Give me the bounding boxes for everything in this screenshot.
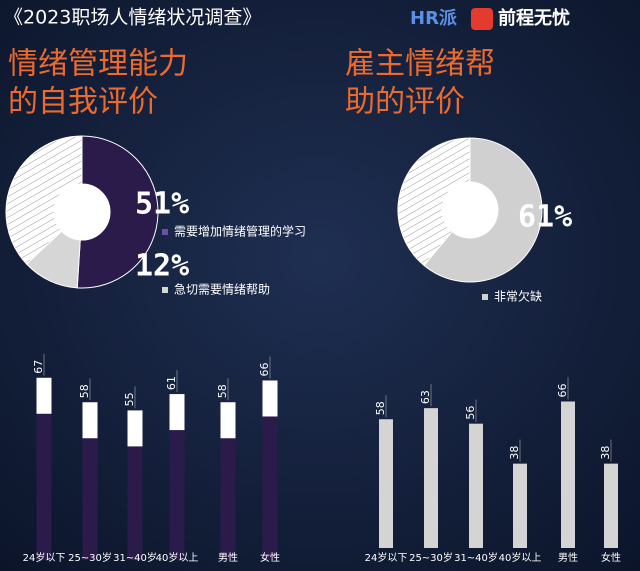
logo: 前程无忧 <box>498 7 570 29</box>
value-label: 55 <box>123 392 136 406</box>
bar-body <box>561 401 575 548</box>
bar <box>169 394 185 560</box>
x-tick-label: 24岁以下 <box>365 551 408 564</box>
bar <box>36 377 52 560</box>
x-tick-label: 40岁以上 <box>156 551 199 564</box>
value-label: 58 <box>374 401 387 415</box>
value-label: 58 <box>216 384 229 398</box>
logo-icon <box>471 8 493 30</box>
value-label: 56 <box>464 406 477 420</box>
legend-label: 需要增加情绪管理的学习 <box>174 224 306 239</box>
value-label: 38 <box>508 446 521 460</box>
donut-hole <box>442 182 498 238</box>
bar-body <box>220 402 236 560</box>
value-label: 67 <box>32 360 45 374</box>
value-label: 61% <box>518 200 572 235</box>
x-tick-label: 女性 <box>260 551 280 564</box>
bar <box>424 408 438 548</box>
bar-body <box>127 410 143 560</box>
bar <box>604 463 618 548</box>
chart-title: 的自我评价 <box>8 85 158 120</box>
donut-hole <box>54 184 110 240</box>
value-label: 63 <box>419 390 432 404</box>
bar-body <box>424 408 438 548</box>
bar-body <box>82 402 98 560</box>
x-tick-label: 男性 <box>218 551 238 564</box>
value-label: 12% <box>135 249 189 284</box>
bar-cap <box>36 377 52 414</box>
legend-swatch <box>482 294 488 300</box>
value-label: 61 <box>165 376 178 390</box>
bar <box>379 419 393 548</box>
value-label: 66 <box>258 362 271 376</box>
bar <box>561 401 575 548</box>
bar-cap <box>220 402 236 439</box>
value-label: 51% <box>135 187 189 222</box>
bar-cap <box>127 410 143 447</box>
page-title: 《2023职场人情绪状况调查》 <box>4 7 261 29</box>
x-tick-label: 31~40岁 <box>454 551 498 564</box>
legend-swatch <box>162 229 168 235</box>
bar-body <box>262 380 278 560</box>
bar <box>127 410 143 560</box>
bar <box>220 402 236 560</box>
logo: HR派 <box>410 8 458 29</box>
legend-swatch <box>162 287 168 293</box>
bar-body <box>513 463 527 548</box>
chart-title: 雇主情绪帮 <box>345 47 495 82</box>
x-tick-label: 24岁以下 <box>23 551 66 564</box>
x-tick-label: 40岁以上 <box>499 551 542 564</box>
bar <box>469 423 483 548</box>
bar-cap <box>262 380 278 417</box>
value-label: 38 <box>599 446 612 460</box>
value-label: 58 <box>78 384 91 398</box>
x-tick-label: 31~40岁 <box>113 551 157 564</box>
x-tick-label: 女性 <box>601 551 621 564</box>
bar-body <box>169 394 185 560</box>
x-tick-label: 男性 <box>558 551 578 564</box>
chart-title: 情绪管理能力 <box>8 47 188 82</box>
bar-body <box>36 377 52 560</box>
bar-body <box>604 463 618 548</box>
bar <box>513 463 527 548</box>
x-tick-label: 25~30岁 <box>409 551 453 564</box>
bar <box>262 380 278 560</box>
legend-label: 急切需要情绪帮助 <box>174 282 270 297</box>
bar-cap <box>82 402 98 439</box>
bar-body <box>379 419 393 548</box>
x-tick-label: 25~30岁 <box>68 551 112 564</box>
bar-body <box>469 423 483 548</box>
value-label: 66 <box>556 383 569 397</box>
chart-title: 助的评价 <box>345 85 465 120</box>
legend-label: 非常欠缺 <box>494 289 542 304</box>
bar-cap <box>169 394 185 431</box>
bar <box>82 402 98 560</box>
